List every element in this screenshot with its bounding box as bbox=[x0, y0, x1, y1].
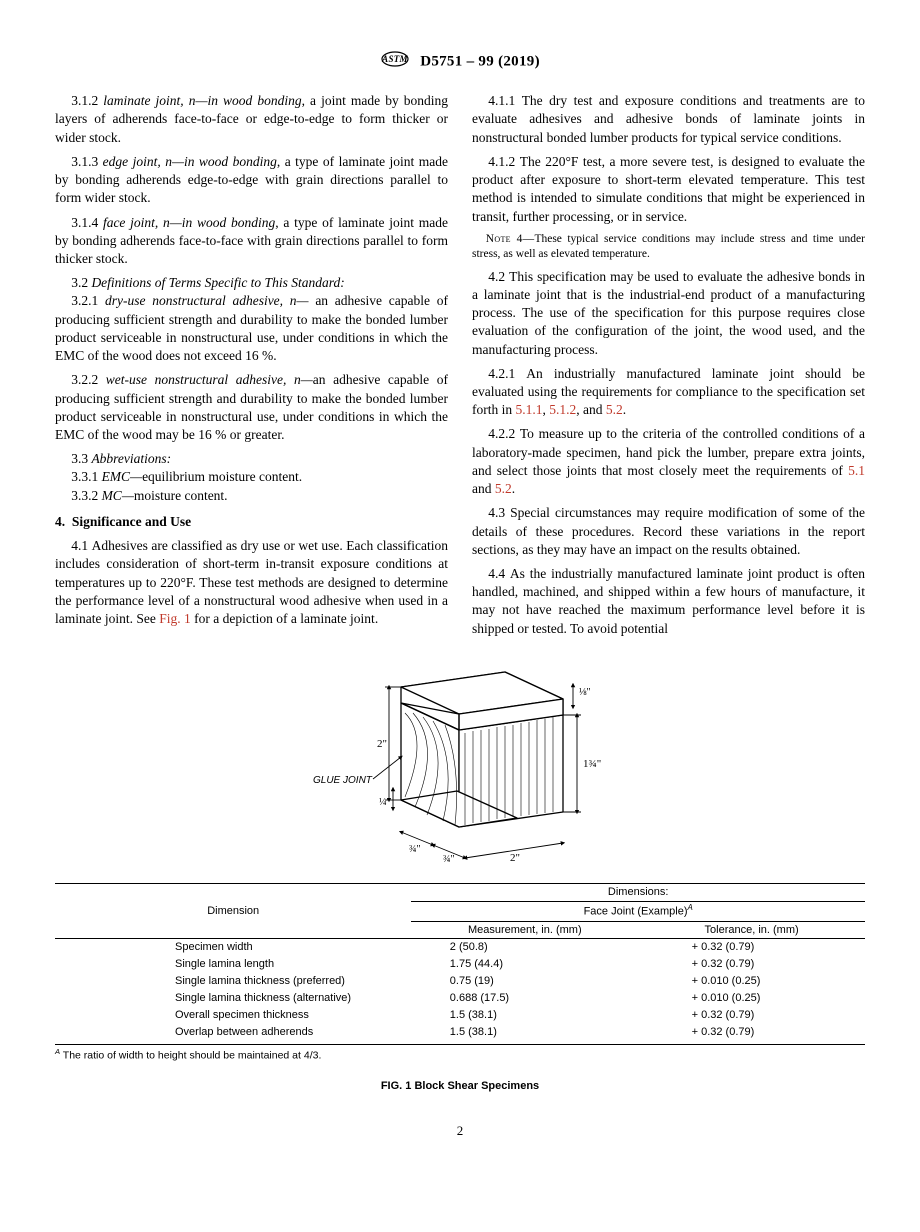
th-dimensions: Dimensions: bbox=[411, 884, 865, 901]
dim-notch: ¼" bbox=[379, 797, 391, 808]
th-dimension: Dimension bbox=[55, 884, 411, 939]
note-4: Note 4—These typical service conditions … bbox=[472, 232, 865, 262]
glue-joint-label: GLUE JOINT bbox=[313, 775, 373, 786]
para-3-2-2: 3.2.2 wet-use nonstructural adhesive, n—… bbox=[55, 371, 448, 444]
para-3-3-1: 3.3.1 EMC—equilibrium moisture content. bbox=[55, 468, 448, 486]
xref-5-1-1[interactable]: 5.1.1 bbox=[516, 402, 543, 417]
para-3-3: 3.3 Abbreviations: bbox=[55, 450, 448, 468]
dim-base-b: ¾" bbox=[443, 854, 455, 862]
svg-text:ASTM: ASTM bbox=[381, 54, 408, 64]
para-3-2: 3.2 Definitions of Terms Specific to Thi… bbox=[55, 274, 448, 292]
para-3-1-4: 3.1.4 face joint, n—in wood bonding, a t… bbox=[55, 214, 448, 269]
table-row: Overlap between adherends1.5 (38.1)+ 0.3… bbox=[55, 1024, 865, 1041]
page-header: ASTM D5751 – 99 (2019) bbox=[55, 50, 865, 74]
para-4-2-1: 4.2.1 An industrially manufactured lamin… bbox=[472, 365, 865, 420]
para-3-2-1: 3.2.1 dry-use nonstructural adhesive, n—… bbox=[55, 292, 448, 365]
para-4-3: 4.3 Special circumstances may require mo… bbox=[472, 504, 865, 559]
figure-1-drawing: 2" 1¾" ⅛" ¼" ¾" bbox=[55, 657, 865, 867]
table-row: Single lamina thickness (alternative)0.6… bbox=[55, 990, 865, 1007]
para-4-1: 4.1 Adhesives are classified as dry use … bbox=[55, 537, 448, 628]
heading-4: 4. Significance and Use bbox=[55, 513, 448, 531]
table-footnote: A The ratio of width to height should be… bbox=[55, 1044, 865, 1063]
figure-caption: FIG. 1 Block Shear Specimens bbox=[55, 1079, 865, 1094]
dim-top-right: ⅛" bbox=[579, 687, 591, 698]
para-3-3-2: 3.3.2 MC—moisture content. bbox=[55, 487, 448, 505]
para-3-1-2: 3.1.2 laminate joint, n—in wood bonding,… bbox=[55, 92, 448, 147]
table-row: Single lamina thickness (preferred)0.75 … bbox=[55, 973, 865, 990]
dim-base-c: 2" bbox=[510, 852, 520, 862]
para-4-2-2: 4.2.2 To measure up to the criteria of t… bbox=[472, 425, 865, 498]
body-columns: 3.1.2 laminate joint, n—in wood bonding,… bbox=[55, 92, 865, 639]
dim-base-a: ¾" bbox=[409, 844, 421, 855]
para-4-4: 4.4 As the industrially manufactured lam… bbox=[472, 565, 865, 638]
dimensions-table: Dimension Dimensions: Face Joint (Exampl… bbox=[55, 884, 865, 1040]
dim-h-left: 2" bbox=[377, 738, 387, 750]
dim-h-right: 1¾" bbox=[583, 758, 601, 770]
para-4-2: 4.2 This specification may be used to ev… bbox=[472, 268, 865, 359]
xref-fig1[interactable]: Fig. 1 bbox=[159, 611, 191, 626]
xref-5-2b[interactable]: 5.2 bbox=[495, 481, 512, 496]
para-3-1-3: 3.1.3 edge joint, n—in wood bonding, a t… bbox=[55, 153, 448, 208]
th-face-joint: Face Joint (Example)A bbox=[411, 902, 865, 922]
table-row: Specimen width2 (50.8)+ 0.32 (0.79) bbox=[55, 939, 865, 956]
para-4-1-2: 4.1.2 The 220°F test, a more severe test… bbox=[472, 153, 865, 226]
page-number: 2 bbox=[55, 1122, 865, 1140]
logo-icon: ASTM bbox=[380, 50, 410, 74]
th-tolerance: Tolerance, in. (mm) bbox=[638, 921, 865, 939]
para-4-1-1: 4.1.1 The dry test and exposure conditio… bbox=[472, 92, 865, 147]
xref-5-2a[interactable]: 5.2 bbox=[606, 402, 623, 417]
table-row: Overall specimen thickness1.5 (38.1)+ 0.… bbox=[55, 1007, 865, 1024]
th-measurement: Measurement, in. (mm) bbox=[411, 921, 638, 939]
table-row: Single lamina length1.75 (44.4)+ 0.32 (0… bbox=[55, 956, 865, 973]
xref-5-1-2[interactable]: 5.1.2 bbox=[549, 402, 576, 417]
xref-5-1[interactable]: 5.1 bbox=[848, 463, 865, 478]
figure-1: 2" 1¾" ⅛" ¼" ¾" bbox=[55, 657, 865, 1094]
designation-text: D5751 – 99 (2019) bbox=[420, 54, 540, 70]
